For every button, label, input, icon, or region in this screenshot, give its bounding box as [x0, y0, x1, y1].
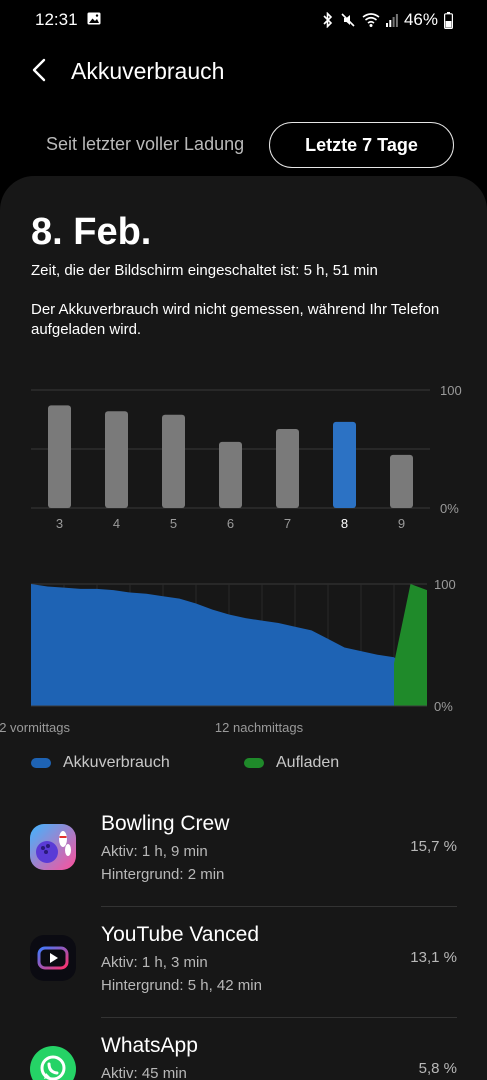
x-tick-label: 6	[227, 516, 234, 531]
app-active-time: Aktiv: 1 h, 3 min	[101, 954, 208, 971]
back-arrow-icon[interactable]	[26, 55, 54, 85]
charging-area	[394, 584, 427, 706]
list-divider	[101, 906, 457, 907]
legend-usage-swatch	[31, 758, 51, 768]
whatsapp-icon	[30, 1046, 76, 1080]
mute-icon	[341, 13, 355, 27]
x-tick-label: 8	[341, 516, 348, 531]
list-divider	[101, 1017, 457, 1018]
legend-charging-swatch	[244, 758, 264, 768]
app-active-time: Aktiv: 1 h, 9 min	[101, 843, 208, 860]
legend-usage-label: Akkuverbrauch	[63, 754, 170, 771]
bar	[333, 421, 356, 508]
bar	[219, 441, 242, 508]
y-tick-label: 100	[440, 383, 462, 398]
screen-time: Zeit, die der Bildschirm eingeschaltet i…	[31, 262, 378, 279]
y-tick-label: 0%	[434, 699, 453, 714]
bar	[105, 411, 128, 508]
bowling-crew-icon	[30, 824, 76, 870]
app-active-time: Aktiv: 45 min	[101, 1065, 187, 1080]
image-notification-icon	[87, 12, 101, 25]
selected-date: 8. Feb.	[31, 211, 152, 253]
x-tick-label: 5	[170, 516, 177, 531]
x-tick-label: 4	[113, 516, 120, 531]
x-tick-label: 7	[284, 516, 291, 531]
app-row-bowling-crew[interactable]: Bowling Crew Aktiv: 1 h, 9 min Hintergru…	[0, 796, 487, 907]
app-row-whatsapp[interactable]: WhatsApp Aktiv: 45 min 5,8 %	[0, 1018, 487, 1080]
app-name: WhatsApp	[101, 1034, 198, 1057]
daily-usage-chart: 100 0% 12 vormittags 12 nachmittags	[0, 577, 456, 735]
status-time: 12:31	[35, 10, 78, 29]
weekly-bar-chart[interactable]: 100 0% 3 4 5 6 7 8 9	[0, 378, 487, 538]
app-background-time: Hintergrund: 5 h, 42 min	[101, 977, 262, 994]
bar	[276, 428, 299, 508]
charging-note: Der Akkuverbrauch wird nicht gemessen, w…	[31, 301, 440, 338]
bar	[48, 405, 71, 508]
bluetooth-icon	[323, 12, 333, 28]
x-tick-label: 9	[398, 516, 405, 531]
app-row-youtube-vanced[interactable]: YouTube Vanced Aktiv: 1 h, 3 min Hinterg…	[0, 907, 487, 1018]
y-tick-label: 0%	[440, 501, 459, 516]
chart-legend: Akkuverbrauch Aufladen	[31, 754, 461, 778]
status-bar: 12:31 46%	[0, 0, 487, 42]
legend-charging-label: Aufladen	[276, 754, 340, 771]
battery-percent: 46%	[403, 10, 438, 29]
x-tick-label: 3	[56, 516, 63, 531]
app-name: Bowling Crew	[101, 812, 230, 835]
app-background-time: Hintergrund: 2 min	[101, 866, 225, 883]
wifi-icon	[362, 13, 380, 27]
page-title: Akkuverbrauch	[71, 58, 225, 84]
battery-icon	[444, 11, 453, 29]
since-last-charge-tab[interactable]: Seit letzter voller Ladung	[46, 134, 245, 154]
youtube-vanced-icon	[30, 935, 76, 981]
signal-icon	[385, 14, 398, 27]
x-tick-label: 12 vormittags	[0, 720, 71, 735]
bar	[390, 454, 413, 508]
bar	[162, 414, 185, 508]
status-right: 46%	[322, 10, 453, 30]
app-percent: 5,8 %	[418, 1060, 457, 1077]
app-percent: 15,7 %	[410, 838, 457, 855]
x-tick-label: 12 nachmittags	[215, 720, 304, 735]
app-name: YouTube Vanced	[101, 923, 260, 946]
y-tick-label: 100	[434, 577, 456, 592]
last-7-days-tab[interactable]: Letzte 7 Tage	[269, 122, 454, 168]
usage-area	[31, 584, 427, 706]
legend-usage: Akkuverbrauch	[31, 754, 170, 772]
app-percent: 13,1 %	[410, 949, 457, 966]
legend-charging: Aufladen	[244, 754, 339, 772]
